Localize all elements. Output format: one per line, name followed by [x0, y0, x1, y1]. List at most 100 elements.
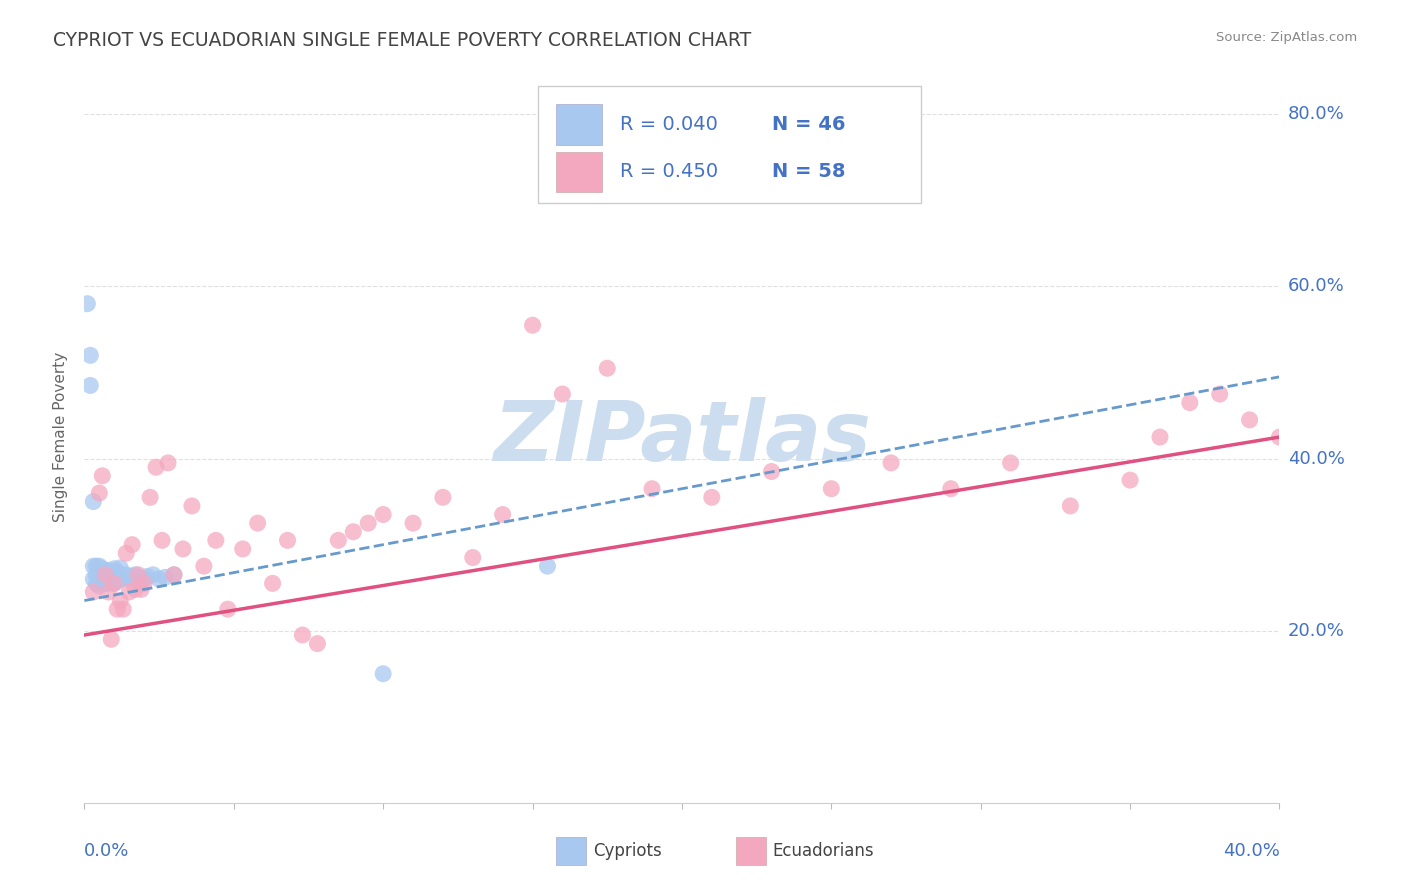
Point [94, 576, 117, 591]
Point [110, 561, 132, 575]
Point [373, 508, 395, 522]
Point [163, 567, 186, 582]
Point [492, 508, 515, 522]
Point [89, 579, 111, 593]
Point [1059, 499, 1081, 513]
Point [145, 460, 167, 475]
Point [132, 572, 156, 586]
Text: 0.0%: 0.0% [84, 842, 129, 860]
Text: N = 58: N = 58 [772, 162, 845, 181]
Point [105, 565, 128, 579]
Point [97, 569, 120, 583]
Point [82, 494, 104, 508]
Point [94, 569, 117, 583]
Point [357, 516, 380, 530]
Point [94, 565, 117, 579]
Point [150, 533, 173, 548]
Point [110, 593, 132, 607]
Point [118, 585, 141, 599]
Point [91, 567, 114, 582]
Point [97, 564, 120, 578]
Point [121, 569, 143, 583]
Point [91, 562, 114, 576]
Point [100, 565, 122, 579]
Point [112, 602, 135, 616]
Point [86, 567, 108, 582]
Point [82, 585, 104, 599]
Text: 40.0%: 40.0% [1288, 450, 1344, 467]
Point [82, 559, 104, 574]
FancyBboxPatch shape [557, 152, 602, 192]
Point [115, 567, 138, 582]
Point [103, 576, 125, 591]
Point [91, 468, 114, 483]
Point [232, 541, 254, 556]
Point [103, 569, 125, 583]
Point [205, 533, 228, 548]
Point [110, 572, 132, 586]
Point [124, 567, 146, 582]
Point [115, 546, 138, 560]
Point [105, 602, 128, 616]
Point [291, 628, 314, 642]
Point [97, 576, 120, 591]
Point [76, 296, 98, 310]
FancyBboxPatch shape [735, 838, 766, 865]
FancyBboxPatch shape [538, 86, 921, 203]
Point [132, 576, 156, 591]
Point [124, 582, 146, 597]
Point [880, 456, 903, 470]
Point [328, 533, 350, 548]
Point [307, 637, 329, 651]
Point [112, 570, 135, 584]
Text: N = 46: N = 46 [772, 115, 845, 134]
Point [761, 465, 783, 479]
Point [277, 533, 299, 548]
Point [100, 574, 122, 588]
Point [217, 602, 239, 616]
Text: CYPRIOT VS ECUADORIAN SINGLE FEMALE POVERTY CORRELATION CHART: CYPRIOT VS ECUADORIAN SINGLE FEMALE POVE… [53, 31, 752, 50]
Point [91, 574, 114, 588]
Point [342, 524, 364, 539]
Point [939, 482, 962, 496]
Point [246, 516, 269, 530]
Point [1149, 430, 1171, 444]
Point [103, 576, 125, 591]
Text: Cypriots: Cypriots [593, 842, 662, 860]
Point [105, 574, 128, 588]
Point [157, 456, 180, 470]
FancyBboxPatch shape [557, 838, 586, 865]
Point [153, 570, 176, 584]
Point [1000, 456, 1022, 470]
Point [373, 666, 395, 681]
Text: R = 0.040: R = 0.040 [620, 115, 717, 134]
Point [89, 559, 111, 574]
Point [1119, 473, 1142, 487]
Point [193, 559, 215, 574]
Point [129, 574, 152, 588]
Point [461, 550, 484, 565]
Point [432, 491, 454, 505]
Point [136, 569, 159, 583]
Point [522, 318, 544, 333]
Point [596, 361, 619, 376]
Point [1209, 387, 1232, 401]
Text: Ecuadorians: Ecuadorians [773, 842, 875, 860]
Point [148, 572, 170, 586]
Point [1268, 430, 1291, 444]
Point [118, 572, 141, 586]
Point [86, 576, 108, 591]
Point [551, 387, 574, 401]
Point [94, 567, 117, 582]
Point [139, 491, 162, 505]
Point [100, 632, 122, 647]
Point [89, 574, 111, 588]
Text: R = 0.450: R = 0.450 [620, 162, 718, 181]
Point [103, 562, 125, 576]
Point [127, 570, 149, 584]
Text: 40.0%: 40.0% [1223, 842, 1279, 860]
Point [181, 499, 204, 513]
Point [89, 567, 111, 582]
Point [86, 559, 108, 574]
Point [121, 538, 143, 552]
